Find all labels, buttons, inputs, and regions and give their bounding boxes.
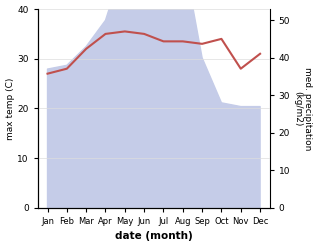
Y-axis label: max temp (C): max temp (C)	[5, 77, 15, 140]
X-axis label: date (month): date (month)	[115, 231, 193, 242]
Y-axis label: med. precipitation
(kg/m2): med. precipitation (kg/m2)	[293, 67, 313, 150]
